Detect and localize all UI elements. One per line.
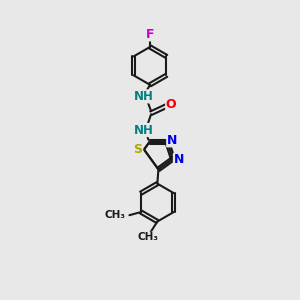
- Text: CH₃: CH₃: [105, 210, 126, 220]
- Text: N: N: [173, 153, 184, 167]
- Text: CH₃: CH₃: [137, 232, 158, 242]
- Text: N: N: [167, 134, 177, 147]
- Text: F: F: [146, 28, 154, 41]
- Text: NH: NH: [134, 90, 154, 103]
- Text: O: O: [166, 98, 176, 111]
- Text: S: S: [134, 143, 142, 156]
- Text: NH: NH: [134, 124, 154, 136]
